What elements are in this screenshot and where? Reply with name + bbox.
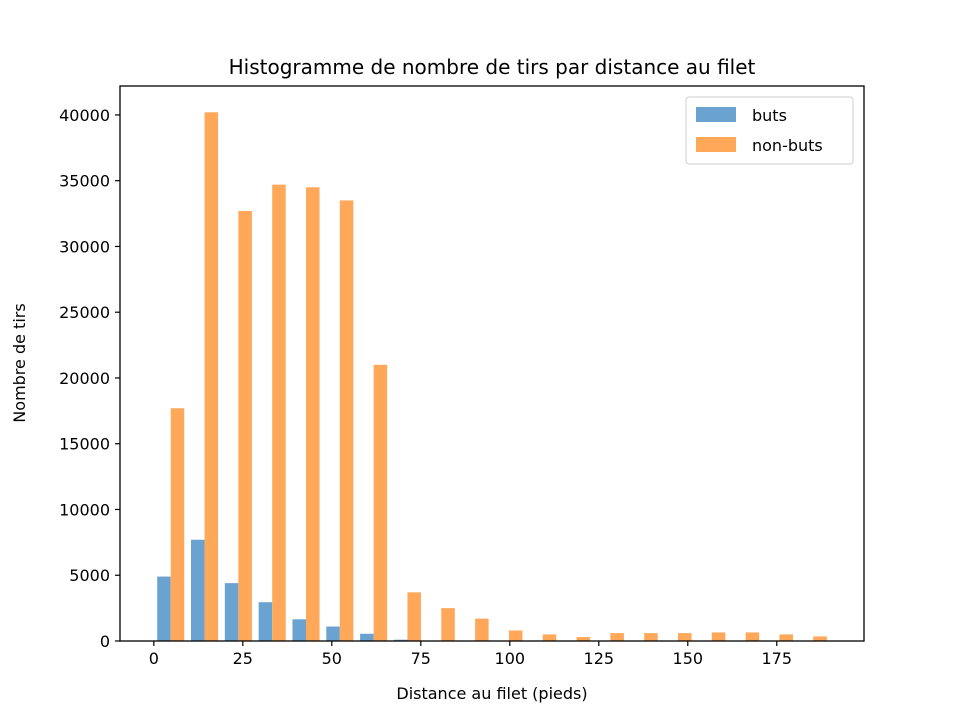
y-tick-label: 30000 [59, 237, 110, 256]
x-axis-label: Distance au filet (pieds) [396, 684, 587, 703]
bar-buts-6 [360, 634, 374, 641]
x-tick-label: 75 [411, 649, 431, 668]
bar-non-buts-18 [779, 634, 793, 641]
bar-non-buts-8 [441, 608, 455, 641]
x-axis-ticks: 0 25 50 75 100 125 150 175 [149, 641, 792, 668]
x-tick-label: 125 [584, 649, 615, 668]
y-axis-ticks: 0 5000 10000 15000 20000 25000 30000 35000 40000 [59, 106, 120, 651]
legend-swatch-non-buts [696, 137, 736, 152]
bar-non-buts-6 [374, 365, 388, 641]
x-tick-label: 25 [233, 649, 253, 668]
y-tick-label: 25000 [59, 303, 110, 322]
legend-label-buts: buts [752, 106, 787, 125]
y-tick-label: 20000 [59, 369, 110, 388]
bar-non-buts-1 [205, 112, 219, 641]
bar-non-buts-16 [712, 632, 726, 641]
bar-non-buts-19 [813, 636, 827, 641]
bar-non-buts-14 [644, 633, 658, 641]
bars-group [157, 112, 827, 641]
legend-swatch-buts [696, 107, 736, 122]
x-tick-label: 50 [322, 649, 342, 668]
bar-non-buts-9 [475, 619, 489, 641]
bar-buts-1 [191, 540, 205, 641]
legend-label-non-buts: non-buts [752, 136, 823, 155]
x-tick-label: 0 [149, 649, 159, 668]
bar-non-buts-4 [306, 187, 320, 641]
bar-non-buts-10 [509, 630, 523, 641]
plot-frame [120, 86, 864, 641]
bar-buts-2 [225, 583, 239, 641]
y-tick-label: 0 [100, 632, 110, 651]
bar-non-buts-5 [340, 200, 354, 641]
bar-buts-0 [157, 577, 171, 641]
legend: buts non-buts [686, 97, 853, 164]
bar-non-buts-2 [238, 211, 252, 641]
x-tick-label: 175 [762, 649, 793, 668]
bar-buts-4 [292, 619, 306, 641]
bar-non-buts-0 [171, 408, 185, 641]
y-axis-label: Nombre de tirs [10, 303, 29, 422]
y-tick-label: 5000 [69, 566, 110, 585]
bar-non-buts-11 [543, 634, 557, 641]
bar-buts-3 [259, 602, 273, 641]
y-tick-label: 40000 [59, 106, 110, 125]
bar-buts-5 [326, 627, 340, 641]
x-tick-label: 150 [673, 649, 704, 668]
y-tick-label: 35000 [59, 172, 110, 191]
bar-non-buts-3 [272, 185, 286, 641]
bar-non-buts-15 [678, 633, 692, 641]
bar-non-buts-7 [407, 592, 421, 641]
chart-title: Histogramme de nombre de tirs par distan… [229, 55, 756, 79]
y-tick-label: 10000 [59, 500, 110, 519]
bar-non-buts-13 [610, 633, 624, 641]
y-tick-label: 15000 [59, 435, 110, 454]
bar-non-buts-17 [746, 632, 760, 641]
x-tick-label: 100 [495, 649, 526, 668]
